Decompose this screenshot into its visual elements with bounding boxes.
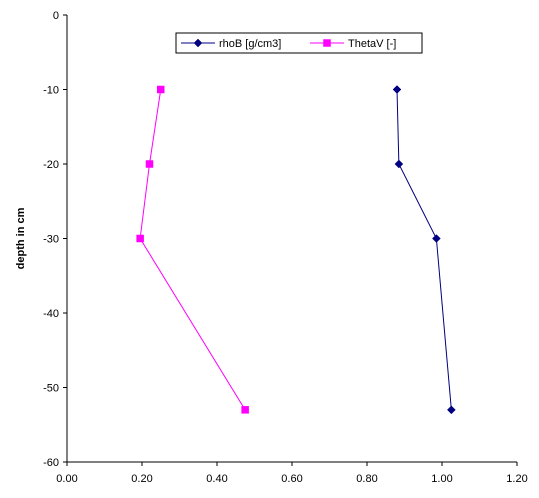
series-2 [136, 85, 249, 414]
x-tick-label: 1.20 [506, 473, 527, 485]
series-layer [136, 85, 456, 415]
series-line [396, 89, 452, 410]
x-tick-label: 0.20 [131, 473, 152, 485]
data-point [241, 406, 249, 414]
data-point [145, 160, 154, 168]
data-point [193, 38, 203, 48]
data-point [323, 39, 331, 47]
data-point [392, 85, 402, 94]
legend: rhoB [g/cm3] ThetaV [-] [175, 32, 423, 54]
y-ticks: 0 -10 -20 -30 -40 -50 -60 [43, 10, 67, 469]
legend-label: rhoB [g/cm3] [219, 38, 281, 50]
axes [66, 15, 517, 463]
legend-entry: rhoB [g/cm3] [181, 38, 281, 50]
legend-entry: ThetaV [-] [310, 38, 396, 50]
y-tick-label: -20 [43, 159, 59, 171]
x-tick-label: 0.40 [206, 473, 227, 485]
x-ticks: 0.00 0.20 0.40 0.60 0.80 1.00 1.20 [56, 462, 528, 485]
series-1 [392, 85, 456, 415]
data-point [447, 405, 456, 415]
y-tick-label: -50 [43, 383, 59, 395]
y-tick-label: -30 [43, 234, 59, 246]
x-tick-label: 0.60 [281, 473, 302, 485]
x-tick-label: 0.00 [56, 473, 77, 485]
data-point [394, 159, 404, 169]
y-tick-label: 0 [53, 10, 59, 22]
data-point [432, 234, 441, 243]
y-tick-label: -10 [43, 85, 59, 97]
series-line [139, 89, 246, 411]
legend-box [175, 32, 423, 54]
legend-label: ThetaV [-] [348, 38, 396, 50]
x-tick-label: 1.00 [431, 473, 452, 485]
data-point [157, 85, 165, 94]
y-axis-title: depth in cm [15, 207, 27, 269]
y-tick-label: -40 [43, 308, 59, 320]
data-point [136, 234, 144, 243]
x-tick-label: 0.80 [356, 473, 377, 485]
y-tick-label: -60 [43, 457, 59, 469]
